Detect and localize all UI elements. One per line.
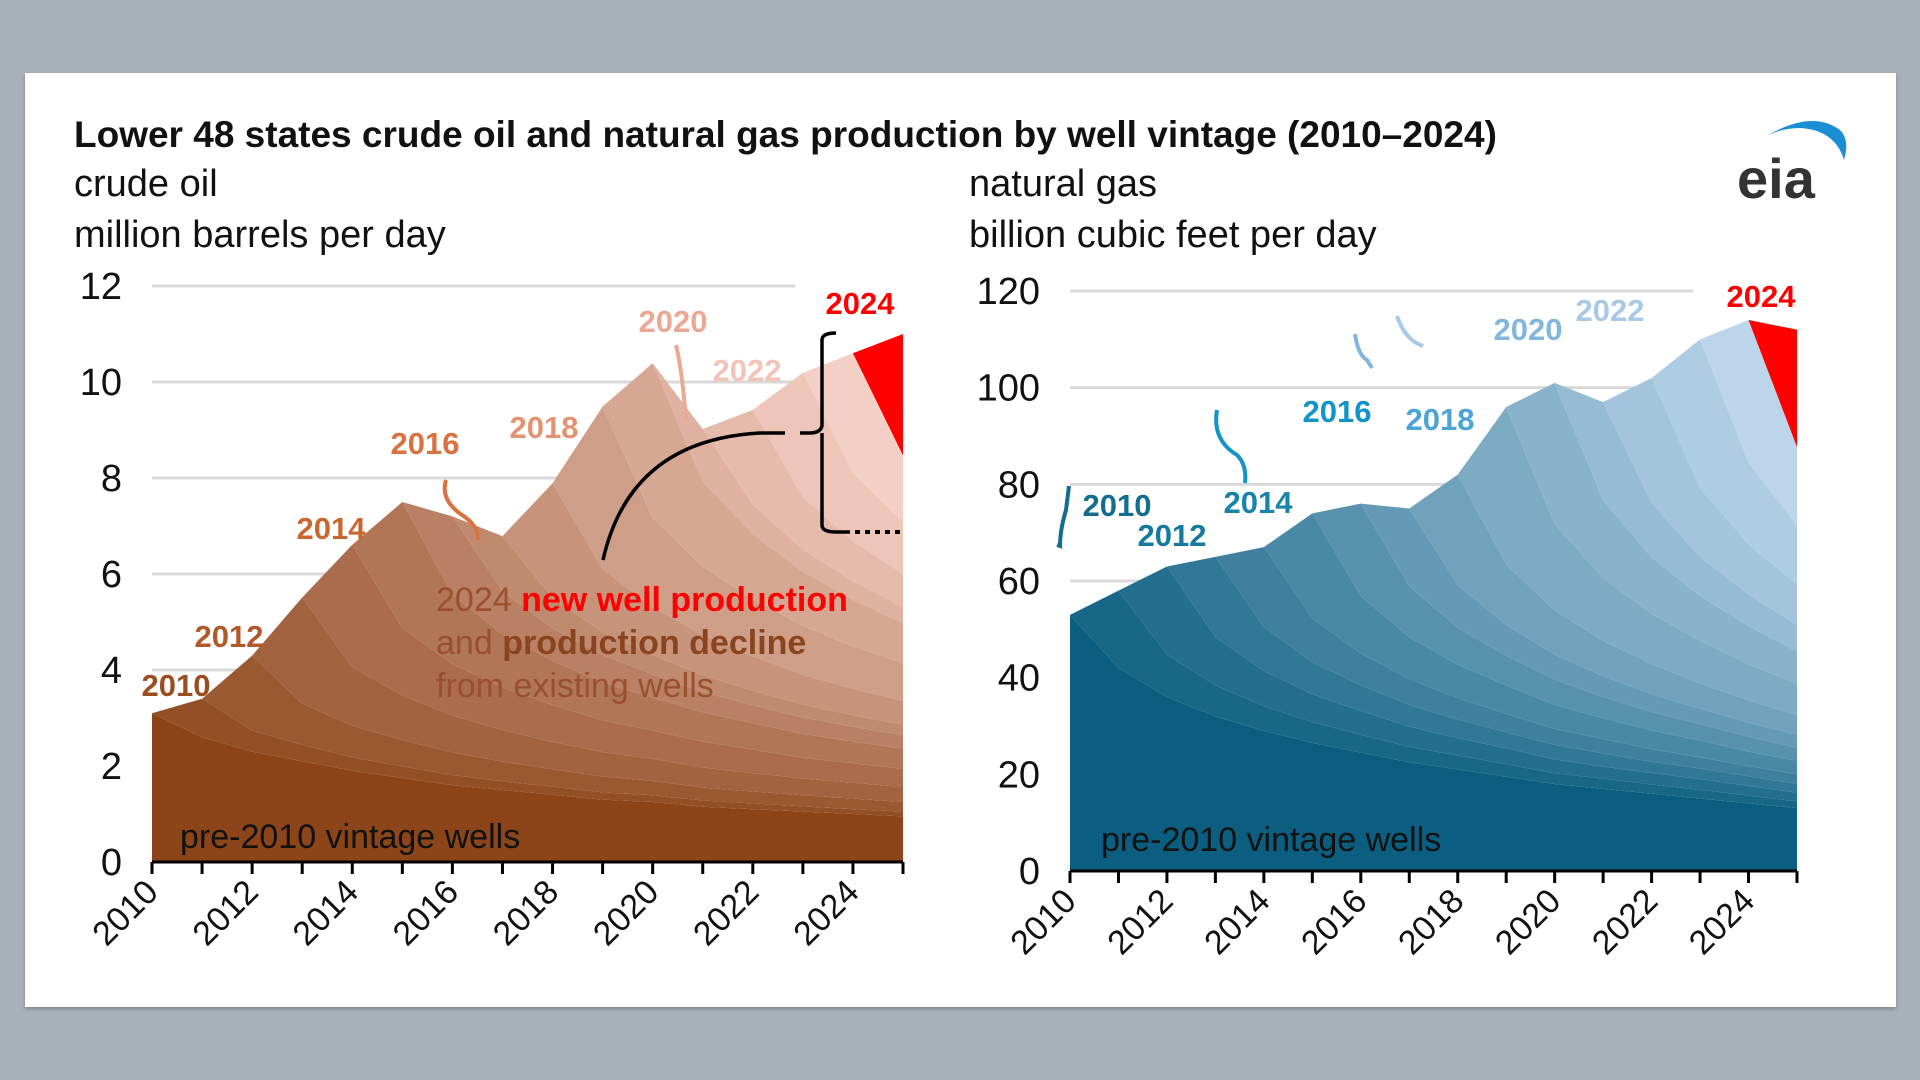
gas-layer-2023 bbox=[1070, 320, 1797, 615]
eia-logo: eia bbox=[1737, 121, 1847, 210]
oil-x-tick-label: 2024 bbox=[786, 873, 866, 953]
gas-2010-leader bbox=[1056, 485, 1071, 549]
oil-layer-2013 bbox=[152, 544, 903, 788]
gas-x-tick-label: 2014 bbox=[1197, 882, 1277, 962]
oil-layer-2019 bbox=[152, 363, 903, 714]
oil-layer-2015 bbox=[152, 502, 903, 749]
chart-title: Lower 48 states crude oil and natural ga… bbox=[74, 114, 1497, 155]
oil-x-tick-label: 2012 bbox=[185, 873, 265, 953]
oil-base-label: pre-2010 vintage wells bbox=[180, 818, 520, 856]
oil-layer-2016 bbox=[152, 502, 903, 736]
gas-x-tick-label: 2022 bbox=[1585, 882, 1665, 962]
oil-layer-2014 bbox=[152, 502, 903, 769]
oil-x-tick-label: 2018 bbox=[486, 873, 566, 953]
gas-label-2016: 2016 bbox=[1303, 394, 1372, 429]
gas-y-tick-label: 20 bbox=[998, 754, 1040, 796]
oil-2016-leader bbox=[442, 479, 480, 541]
gas-layer-2020 bbox=[1070, 382, 1797, 652]
gas-y-tick-label: 80 bbox=[998, 464, 1040, 506]
gas-label-2010: 2010 bbox=[1083, 488, 1152, 523]
oil-label-2018: 2018 bbox=[510, 410, 579, 445]
gas-2020-leader bbox=[1353, 333, 1374, 370]
oil-layer-2012 bbox=[152, 597, 903, 802]
oil-x-tick-label: 2020 bbox=[586, 873, 666, 953]
gas-y-tick-label: 0 bbox=[1019, 851, 1040, 893]
svg-text:from existing wells: from existing wells bbox=[436, 667, 714, 705]
oil-layer-2020 bbox=[152, 363, 903, 714]
oil-y-tick-label: 10 bbox=[80, 362, 122, 404]
oil-layer-pre-2010 bbox=[152, 713, 903, 862]
oil-layer-2010 bbox=[152, 698, 903, 817]
gas-2022-leader bbox=[1395, 315, 1424, 348]
oil-2020-leader bbox=[674, 344, 688, 421]
gas-layer-2017 bbox=[1070, 474, 1797, 736]
svg-text:2024 new well production: 2024 new well production bbox=[436, 581, 848, 619]
gas-x-tick-label: 2024 bbox=[1682, 882, 1762, 962]
oil-label-2022: 2022 bbox=[713, 353, 782, 388]
oil-layer-2011 bbox=[152, 655, 903, 812]
oil-layer-2017 bbox=[152, 483, 903, 725]
gas-x-tick-label: 2016 bbox=[1294, 882, 1374, 962]
oil-label-2012: 2012 bbox=[195, 619, 264, 654]
gas-x-tick-label: 2010 bbox=[1003, 882, 1083, 962]
gas-label-2018: 2018 bbox=[1406, 402, 1475, 437]
annotation-bracket bbox=[601, 331, 850, 561]
gas-base-label: pre-2010 vintage wells bbox=[1101, 821, 1441, 859]
gas-layer-2016 bbox=[1070, 503, 1797, 748]
gas-layer-2012 bbox=[1070, 556, 1797, 793]
gas-layer-2021 bbox=[1070, 378, 1797, 625]
gas-layer-2010 bbox=[1070, 590, 1797, 809]
oil-y-tick-label: 2 bbox=[101, 746, 122, 788]
oil-subtitle: crude oil bbox=[74, 163, 218, 205]
oil-label-2024: 2024 bbox=[826, 286, 896, 321]
gas-layer-2015 bbox=[1070, 503, 1797, 761]
gas-subtitle: natural gas bbox=[969, 163, 1157, 205]
oil-label-2016: 2016 bbox=[391, 426, 460, 461]
gas-label-2022: 2022 bbox=[1576, 293, 1645, 328]
gas-y-tick-label: 40 bbox=[998, 658, 1040, 700]
gas-layer-2013 bbox=[1070, 547, 1797, 784]
gas-2016-leader bbox=[1214, 409, 1248, 484]
oil-unit-label: million barrels per day bbox=[74, 214, 446, 256]
gas-x-tick-label: 2012 bbox=[1100, 882, 1180, 962]
svg-text:eia: eia bbox=[1737, 147, 1816, 210]
gas-label-2012: 2012 bbox=[1138, 518, 1207, 553]
oil-label-2020: 2020 bbox=[639, 304, 708, 339]
oil-x-tick-label: 2022 bbox=[686, 873, 766, 953]
gas-layer-pre-2010 bbox=[1070, 614, 1797, 871]
gas-vintage-labels: 2010 2012 2014 2016 2018 2020 2022 2024 bbox=[1083, 279, 1797, 553]
gas-y-tick-label: 100 bbox=[977, 368, 1040, 410]
oil-y-tick-label: 12 bbox=[80, 266, 122, 308]
oil-annotation: 2024 new well production and production … bbox=[436, 581, 848, 705]
oil-layer-2018 bbox=[152, 406, 903, 714]
gas-y-tick-label: 60 bbox=[998, 561, 1040, 603]
gas-label-2024: 2024 bbox=[1727, 279, 1797, 314]
gas-layer-2014 bbox=[1070, 513, 1797, 775]
gas-label-2014: 2014 bbox=[1224, 485, 1294, 520]
oil-label-2010: 2010 bbox=[142, 668, 211, 703]
oil-x-tick-label: 2014 bbox=[286, 873, 366, 953]
oil-vintage-labels: 2010 2012 2014 2016 2018 2020 2022 2024 bbox=[142, 286, 896, 703]
svg-text:and production decline: and production decline bbox=[436, 624, 806, 662]
oil-y-tick-label: 4 bbox=[101, 650, 122, 692]
oil-layer-2023 bbox=[152, 353, 903, 714]
gas-label-2020: 2020 bbox=[1494, 312, 1563, 347]
gas-unit-label: billion cubic feet per day bbox=[969, 214, 1377, 256]
oil-y-tick-label: 0 bbox=[101, 842, 122, 884]
oil-x-tick-label: 2016 bbox=[386, 873, 466, 953]
gas-x-tick-label: 2018 bbox=[1391, 882, 1471, 962]
gas-y-tick-label: 120 bbox=[977, 271, 1040, 313]
oil-x-tick-label: 2010 bbox=[85, 873, 165, 953]
oil-label-2014: 2014 bbox=[297, 511, 367, 546]
gas-x-tick-label: 2020 bbox=[1488, 882, 1568, 962]
gas-layer-2011 bbox=[1070, 566, 1797, 802]
oil-y-tick-label: 6 bbox=[101, 554, 122, 596]
oil-y-tick-label: 8 bbox=[101, 458, 122, 500]
gas-layer-2018 bbox=[1070, 407, 1797, 716]
